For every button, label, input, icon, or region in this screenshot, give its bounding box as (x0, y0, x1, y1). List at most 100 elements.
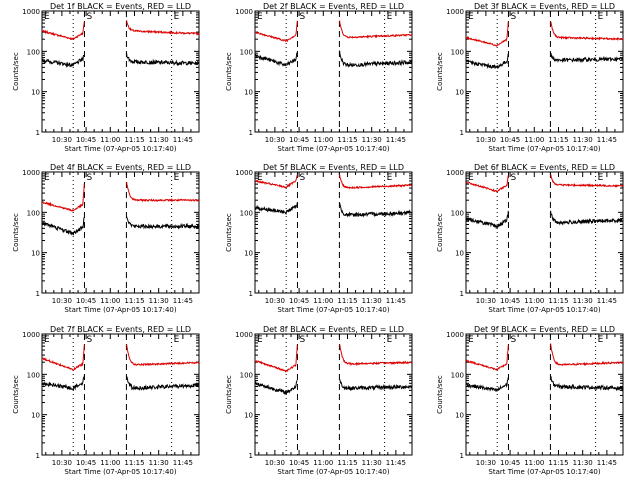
lld-series-pre (42, 183, 85, 212)
x-axis-label: Start Time (07-Apr-05 10:17:40) (64, 145, 176, 153)
marker-label: E (257, 335, 263, 345)
x-tick-label: 11:15 (124, 136, 144, 144)
plot-frame (465, 333, 624, 456)
y-tick-label: 100 (240, 209, 253, 217)
y-axis-label: Counts/sec (12, 213, 20, 252)
marker-label: E (44, 12, 50, 22)
y-tick-label: 1 (460, 290, 464, 298)
x-tick-label: 11:30 (362, 459, 382, 467)
y-tick-label: 1 (36, 290, 40, 298)
events-series-pre (466, 210, 509, 230)
marker-label: S (510, 12, 516, 22)
y-tick-label: 1 (36, 452, 40, 460)
x-axis-label: Start Time (07-Apr-05 10:17:40) (488, 145, 600, 153)
x-tick-label: 11:45 (173, 459, 193, 467)
panel-2: Det 2f BLACK = Events, RED = LLD 1 10 100 10… (225, 2, 413, 153)
x-tick-label: 11:15 (337, 297, 357, 305)
x-tick-label: 11:00 (313, 136, 333, 144)
plot-frame (41, 171, 200, 294)
lld-series-pre (255, 344, 298, 373)
x-tick-label: 10:45 (289, 297, 309, 305)
x-tick-label: 11:45 (173, 136, 193, 144)
y-tick-label: 100 (451, 209, 464, 217)
x-tick-label: 10:45 (289, 136, 309, 144)
events-series-pre (42, 375, 85, 391)
events-series-post (550, 53, 623, 64)
y-axis-label: Counts/sec (436, 213, 444, 252)
panel-9: Det 9f BLACK = Events, RED = LLD 1 10 100 10… (436, 325, 624, 476)
plot-frame (254, 10, 413, 133)
y-tick-label: 10 (455, 250, 464, 258)
panel-4: Det 4f BLACK = Events, RED = LLD 1 10 100 10… (12, 163, 200, 314)
y-tick-label: 1000 (235, 169, 253, 177)
x-tick-label: 10:45 (76, 459, 96, 467)
panel-1: Det 1f BLACK = Events, RED = LLD 1 10 100 10… (12, 2, 200, 153)
y-tick-label: 10 (455, 412, 464, 420)
x-tick-label: 10:45 (289, 459, 309, 467)
x-tick-label: 10:30 (265, 459, 285, 467)
x-tick-label: 11:00 (524, 459, 544, 467)
panel-title: Det 4f BLACK = Events, RED = LLD (50, 163, 191, 172)
y-tick-label: 1000 (446, 8, 464, 16)
x-tick-label: 10:45 (500, 297, 520, 305)
marker-label: E (598, 335, 604, 345)
events-series-post (126, 52, 199, 67)
marker-label: E (174, 173, 180, 183)
events-series-post (550, 375, 623, 392)
y-tick-label: 10 (31, 89, 40, 97)
events-series-post (339, 202, 412, 218)
marker-label: S (299, 12, 305, 22)
lld-series-post (126, 20, 199, 36)
lld-series-pre (42, 344, 85, 372)
y-tick-label: 100 (27, 371, 40, 379)
marker-label: E (257, 12, 263, 22)
lld-series-post (339, 174, 412, 190)
marker-label: S (510, 335, 516, 345)
x-axis-label: Start Time (07-Apr-05 10:17:40) (64, 468, 176, 476)
y-tick-label: 10 (31, 412, 40, 420)
x-tick-label: 11:15 (548, 136, 568, 144)
plot-frame (254, 333, 413, 456)
y-tick-label: 100 (27, 209, 40, 217)
marker-label: E (598, 173, 604, 183)
y-tick-label: 1 (36, 129, 40, 137)
y-axis-label: Counts/sec (436, 52, 444, 91)
x-tick-label: 11:30 (149, 459, 169, 467)
events-series-pre (255, 380, 298, 395)
x-tick-label: 11:15 (548, 459, 568, 467)
marker-label: E (468, 12, 474, 22)
panel-title: Det 2f BLACK = Events, RED = LLD (263, 2, 404, 11)
y-tick-label: 1000 (446, 331, 464, 339)
x-tick-label: 10:30 (476, 459, 496, 467)
y-tick-label: 1 (460, 129, 464, 137)
marker-label: E (174, 12, 180, 22)
y-tick-label: 1000 (235, 8, 253, 16)
marker-label: E (387, 12, 393, 22)
x-axis-label: Start Time (07-Apr-05 10:17:40) (277, 306, 389, 314)
x-tick-label: 11:30 (573, 297, 593, 305)
x-axis-label: Start Time (07-Apr-05 10:17:40) (488, 306, 600, 314)
x-tick-label: 11:30 (362, 136, 382, 144)
lld-series-pre (466, 345, 509, 371)
x-tick-label: 11:45 (386, 136, 406, 144)
lld-series-post (126, 344, 199, 367)
x-tick-label: 11:45 (386, 459, 406, 467)
x-tick-label: 10:30 (476, 136, 496, 144)
x-axis-label: Start Time (07-Apr-05 10:17:40) (64, 306, 176, 314)
marker-label: E (44, 173, 50, 183)
marker-label: S (299, 335, 305, 345)
x-tick-label: 11:15 (124, 459, 144, 467)
y-tick-label: 100 (451, 48, 464, 56)
x-tick-label: 11:30 (573, 136, 593, 144)
x-tick-label: 11:15 (337, 136, 357, 144)
y-tick-label: 10 (244, 250, 253, 258)
y-tick-label: 100 (451, 371, 464, 379)
panel-title: Det 1f BLACK = Events, RED = LLD (50, 2, 191, 11)
x-tick-label: 11:30 (573, 459, 593, 467)
events-series-post (339, 379, 412, 392)
panel-6: Det 6f BLACK = Events, RED = LLD 1 10 100 10… (436, 163, 624, 314)
y-tick-label: 1 (460, 452, 464, 460)
y-tick-label: 1 (249, 290, 253, 298)
panel-title: Det 9f BLACK = Events, RED = LLD (474, 325, 615, 334)
